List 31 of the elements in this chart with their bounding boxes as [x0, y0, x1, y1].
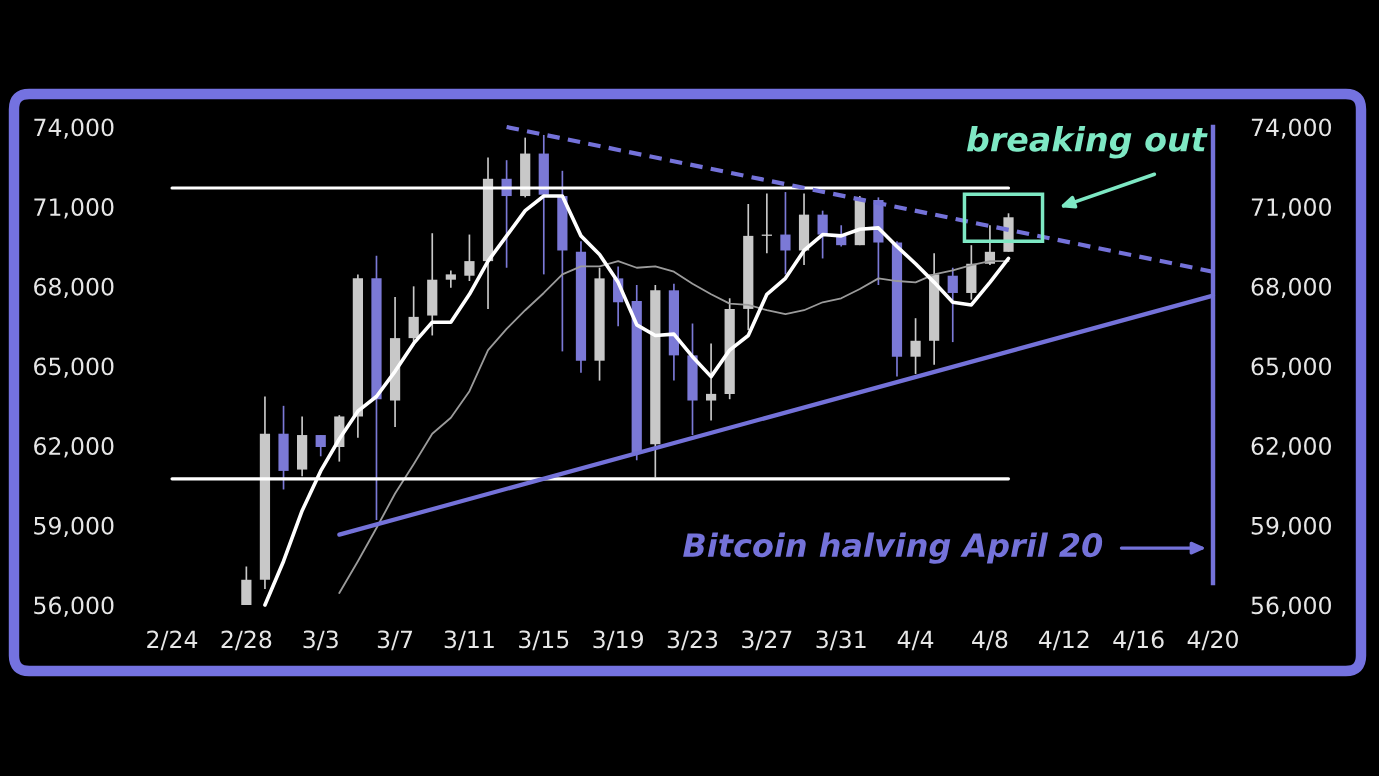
x-tick-label: 3/11: [444, 630, 494, 651]
x-tick-label: 4/8: [972, 630, 1008, 651]
x-tick-label: 4/20: [1187, 630, 1238, 651]
y-tick-label: 65,000: [34, 357, 114, 378]
ref-line-label: Bitcoin halving April 20: [683, 532, 1103, 564]
x-tick-label: 3/27: [742, 630, 792, 651]
y-tick-label: 68,000: [34, 277, 114, 299]
x-tick-label: 2/24: [147, 630, 198, 651]
y2-tick-label: 56,000: [1251, 596, 1331, 617]
annotation: breaking out: [966, 126, 1208, 159]
y-tick-label: 56,000: [34, 596, 114, 617]
y2-tick-label: 62,000: [1251, 437, 1331, 458]
y2-tick-label: 65,000: [1251, 357, 1331, 378]
y-tick-label: 59,000: [34, 516, 114, 538]
x-tick-label: 3/15: [519, 630, 569, 651]
x-tick-label: 4/12: [1038, 630, 1089, 651]
y-tick-label: 71,000: [34, 198, 114, 219]
x-tick-label: 3/3: [303, 630, 338, 651]
y2-tick-label: 68,000: [1251, 277, 1331, 299]
x-tick-label: 3/7: [377, 630, 413, 651]
y-tick-label: 74,000: [34, 118, 114, 139]
y2-tick-label: 74,000: [1251, 118, 1331, 139]
y-tick-label: 62,000: [34, 437, 114, 458]
x-tick-label: 3/23: [667, 630, 718, 651]
x-tick-label: 2/28: [221, 630, 272, 651]
y2-tick-label: 71,000: [1251, 198, 1331, 219]
x-tick-label: 3/19: [593, 630, 643, 651]
x-tick-label: 4/16: [1113, 630, 1164, 651]
x-tick-label: 4/4: [897, 630, 934, 651]
x-tick-label: 3/31: [816, 630, 866, 651]
y2-tick-label: 59,000: [1251, 516, 1331, 538]
